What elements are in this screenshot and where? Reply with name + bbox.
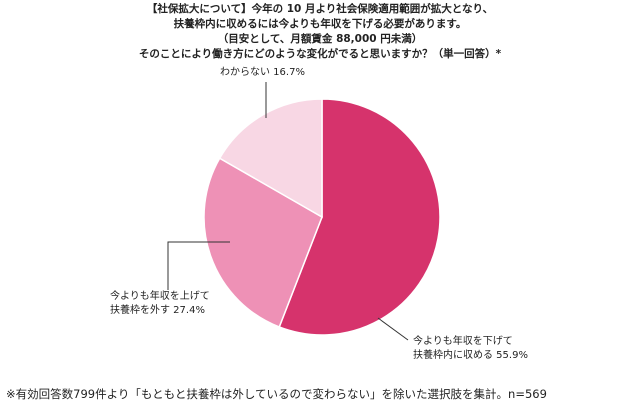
chart-title: 【社保拡大について】今年の 10 月より社会保険適用範囲が拡大となり、 扶養枠内… bbox=[0, 2, 640, 62]
pie-slice-unknown bbox=[218, 98, 323, 219]
slice-label-line: 今よりも年収を上げて bbox=[110, 291, 210, 302]
slice-label-raise-income: 今よりも年収を上げて 扶養枠を外す 27.4% bbox=[110, 290, 210, 318]
pie-slice-lower-income bbox=[278, 98, 441, 336]
leader-line-raise-income bbox=[167, 241, 230, 290]
slice-label-unknown: わからない 16.7% bbox=[220, 66, 305, 80]
slice-label-line: わからない 16.7% bbox=[220, 67, 305, 78]
title-line-2: 扶養枠内に収めるには今よりも年収を下げる必要があります。 bbox=[173, 18, 467, 30]
leader-line-lower-income bbox=[377, 317, 409, 341]
slice-label-line: 扶養枠内に収める 55.9% bbox=[413, 350, 528, 361]
slice-label-line: 扶養枠を外す 27.4% bbox=[110, 305, 205, 316]
slice-label-lower-income: 今よりも年収を下げて 扶養枠内に収める 55.9% bbox=[413, 335, 528, 363]
title-line-1: 【社保拡大について】今年の 10 月より社会保険適用範囲が拡大となり、 bbox=[146, 3, 494, 15]
title-line-3: （目安として、月額賃金 88,000 円未満） bbox=[217, 33, 423, 45]
title-line-4: そのことにより働き方にどのような変化がでると思いますか？（単一回答）* bbox=[138, 48, 502, 60]
footnote: ※有効回答数799件より「もともと扶養枠は外しているので変わらない」を除いた選択… bbox=[6, 387, 547, 401]
slice-label-line: 今よりも年収を下げて bbox=[413, 336, 513, 347]
